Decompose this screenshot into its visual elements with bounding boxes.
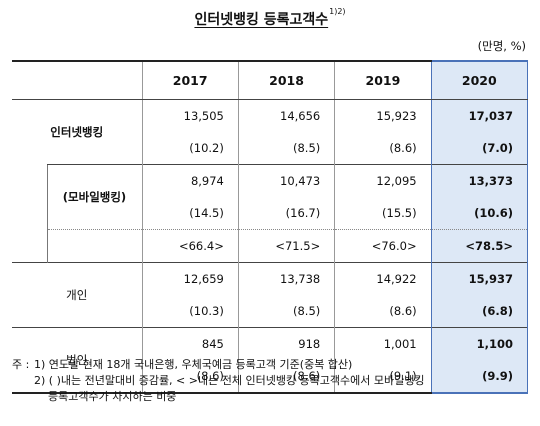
table-row: 인터넷뱅킹 13,505 14,656 15,923 17,037 (12, 99, 529, 139)
cell: 12,659 (141, 262, 239, 295)
cell: 14,656 (237, 99, 335, 132)
cell: (9.1) (334, 360, 432, 394)
cell: (8.6) (334, 132, 432, 165)
page-title: 인터넷뱅킹 등록고객수1)2) (0, 7, 540, 29)
row-label-individual: 개인 (12, 262, 142, 328)
year-header: 2018 (237, 60, 335, 100)
cell: 14,922 (334, 262, 432, 295)
table-row: (모바일뱅킹) 8,974 10,473 12,095 13,373 (12, 164, 529, 230)
cell: (14.5) (141, 197, 239, 230)
cell: (16.7) (237, 197, 335, 230)
cell: (15.5) (334, 197, 432, 230)
footnotes: 주 : 1) 연도말 현재 18개 국내은행, 우체국예금 등록고객 기준(중복 … (12, 357, 425, 405)
footnote-2: 2) ( )내는 전년말대비 증감률, < >내는 전체 인터넷뱅킹 등록고객수… (34, 374, 425, 387)
cell: (8.5) (237, 132, 335, 165)
title-text: 인터넷뱅킹 등록고객수 (194, 12, 329, 28)
cell: <71.5> (237, 229, 335, 263)
cell-highlight: 13,373 (430, 164, 529, 197)
table-row: 개인 12,659 13,738 14,922 15,937 (12, 262, 529, 328)
year-header: 2019 (334, 60, 432, 100)
row-label-mobile: (모바일뱅킹) (46, 164, 142, 230)
cell-highlight: 1,100 (430, 327, 529, 360)
row-label-corporate: 법인 (12, 327, 142, 394)
footnote-1: 1) 연도말 현재 18개 국내은행, 우체국예금 등록고객 기준(중복 합산) (34, 358, 353, 371)
footnote-2-cont: 등록고객수가 차지하는 비중 (48, 390, 177, 403)
cell: <66.4> (141, 229, 239, 263)
cell: 13,505 (141, 99, 239, 132)
cell: 1,001 (334, 327, 432, 360)
cell: 13,738 (237, 262, 335, 295)
cell: 845 (141, 327, 239, 360)
cell-highlight: <78.5> (430, 229, 529, 263)
unit-label: (만명, %) (477, 39, 526, 53)
cell: <76.0> (334, 229, 432, 263)
table-row: (8.6) (8.6) (9.1) (9.9) (12, 360, 529, 394)
cell: (8.6) (141, 360, 239, 394)
cell: 8,974 (141, 164, 239, 197)
data-table: 2017 2018 2019 2020 인터넷뱅킹 13,505 14,656 … (12, 60, 529, 394)
table-row: (14.5) (16.7) (15.5) (10.6) (12, 197, 529, 230)
year-header-highlight: 2020 (430, 60, 529, 100)
cell-highlight: (10.6) (430, 197, 529, 230)
title-footnote-ref: 1)2) (329, 7, 346, 16)
cell: (8.5) (237, 295, 335, 328)
footnote-prefix: 주 : (12, 358, 30, 371)
year-header: 2017 (141, 60, 239, 100)
table-row: (10.3) (8.5) (8.6) (6.8) (12, 295, 529, 328)
cell: (8.6) (237, 360, 335, 394)
table-row: <66.4> <71.5> <76.0> <78.5> (12, 229, 529, 263)
cell: (10.3) (141, 295, 239, 328)
cell-highlight: 15,937 (430, 262, 529, 295)
cell: 12,095 (334, 164, 432, 197)
row-label-internet: 인터넷뱅킹 (50, 125, 104, 139)
table-row: (10.2) (8.5) (8.6) (7.0) (12, 132, 529, 165)
cell-highlight: (6.8) (430, 295, 529, 328)
cell: (8.6) (334, 295, 432, 328)
cell-highlight: (7.0) (430, 132, 529, 165)
cell: 15,923 (334, 99, 432, 132)
cell: 10,473 (237, 164, 335, 197)
header-row: 2017 2018 2019 2020 (12, 60, 529, 100)
cell: 918 (237, 327, 335, 360)
cell-highlight: 17,037 (430, 99, 529, 132)
cell: (10.2) (141, 132, 239, 165)
cell-highlight: (9.9) (430, 360, 529, 394)
table-row: 법인 845 918 1,001 1,100 (12, 327, 529, 394)
